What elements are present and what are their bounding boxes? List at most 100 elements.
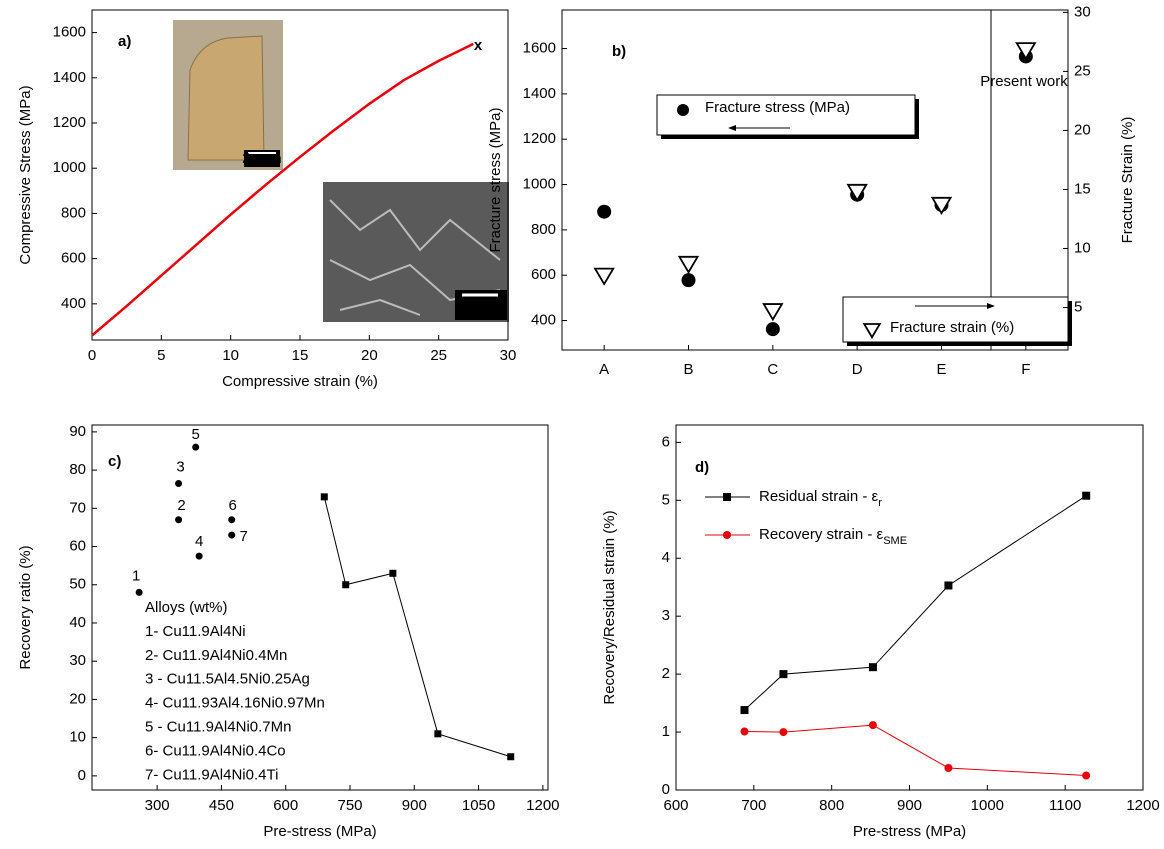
y-tick-label: 1 <box>662 723 670 740</box>
arrow-head <box>987 303 995 309</box>
y2-tick-label: 25 <box>1074 62 1091 79</box>
x-tick-label: F <box>1021 361 1030 378</box>
y-tick-label: 1200 <box>523 130 556 147</box>
y2-tick-label: 30 <box>1074 3 1091 20</box>
point <box>192 443 200 451</box>
y-tick-label: 90 <box>69 423 86 440</box>
x-tick-label: 30 <box>500 347 517 364</box>
y2-tick-label: 15 <box>1074 180 1091 197</box>
y-tick-label: 5 <box>662 491 670 508</box>
y-tick-label: 0 <box>662 781 670 798</box>
point <box>723 493 731 501</box>
legend-subscript: SME <box>883 535 907 547</box>
y-tick-label: 800 <box>531 221 556 238</box>
x-tick-label: 25 <box>430 347 447 364</box>
legend-item: 7- Cu11.9Al4Ni0.4Ti <box>145 766 278 783</box>
point <box>1082 771 1091 780</box>
y-tick-label: 60 <box>69 538 86 555</box>
x-tick-label: D <box>852 361 863 378</box>
point <box>681 273 696 288</box>
x-tick-label: 600 <box>273 797 298 814</box>
point <box>1082 491 1091 500</box>
legend-name: Recovery strain - ε <box>759 526 884 543</box>
point <box>389 569 397 577</box>
point <box>434 730 442 738</box>
legend-name: Residual strain - ε <box>759 488 879 505</box>
point <box>677 104 689 116</box>
legend-subscript: r <box>878 497 882 509</box>
y-tick-label: 50 <box>69 576 86 593</box>
arrow-head <box>728 125 736 131</box>
point <box>1015 42 1037 61</box>
point-label: 6 <box>229 497 237 514</box>
annotation: d) <box>695 459 709 476</box>
y-tick-label: 3 <box>662 607 670 624</box>
y-tick-label: 20 <box>69 690 86 707</box>
x-tick-label: 800 <box>819 797 844 814</box>
x-tick-label: 1200 <box>526 797 559 814</box>
legend-item: 2- Cu11.9Al4Ni0.4Mn <box>145 647 287 664</box>
y-tick-label: 30 <box>69 652 86 669</box>
legend-item: 5 - Cu11.9Al4Ni0.7Mn <box>145 718 291 735</box>
x-tick-label: A <box>599 361 609 378</box>
point <box>765 322 780 337</box>
point <box>175 479 183 487</box>
series-line <box>91 42 474 337</box>
scale-box <box>244 150 280 167</box>
point <box>762 303 784 322</box>
point <box>175 516 183 524</box>
point <box>868 721 877 730</box>
y-tick-label: 1400 <box>523 85 556 102</box>
annotation: 2 mm <box>242 150 281 167</box>
x-axis-title: Pre-stress (MPa) <box>263 823 376 840</box>
y-axis-title: Fracture stress (MPa) <box>487 107 504 252</box>
plot-frame <box>561 9 1069 351</box>
point <box>342 581 350 589</box>
y2-tick-label: 5 <box>1074 298 1082 315</box>
y-tick-label: 0 <box>78 767 86 784</box>
y-tick-label: 600 <box>61 250 86 267</box>
point <box>597 204 612 219</box>
y2-tick-label: 20 <box>1074 121 1091 138</box>
legend-item: 6- Cu11.9Al4Ni0.4Co <box>145 742 286 759</box>
x-tick-label: B <box>683 361 693 378</box>
y-tick-label: 1600 <box>53 24 86 41</box>
y-axis-title: Recovery ratio (%) <box>17 545 34 669</box>
y-tick-label: 600 <box>531 266 556 283</box>
y-tick-label: 80 <box>69 461 86 478</box>
x-tick-label: 15 <box>292 347 309 364</box>
annotation: 50 µm <box>460 300 503 317</box>
y-tick-label: 6 <box>662 433 670 450</box>
legend-item: 3 - Cu11.5Al4.5Ni0.25Ag <box>145 671 310 688</box>
x-tick-label: 5 <box>157 347 165 364</box>
y-tick-label: 400 <box>61 295 86 312</box>
point <box>593 267 615 286</box>
point <box>779 670 788 679</box>
legend-label: Recovery strain - εSME <box>759 526 907 547</box>
point-label: 1 <box>132 567 140 584</box>
y-tick-label: 1000 <box>523 176 556 193</box>
y-tick-label: 1600 <box>523 40 556 57</box>
plot-frame <box>91 424 549 791</box>
y-tick-label: 800 <box>61 204 86 221</box>
point <box>228 516 236 524</box>
x-tick-label: 1200 <box>1126 797 1159 814</box>
y-tick-label: 40 <box>69 614 86 631</box>
point <box>944 763 953 772</box>
point <box>740 727 749 736</box>
x-tick-label: 900 <box>897 797 922 814</box>
annotation: b) <box>612 43 626 60</box>
legend-label: Fracture strain (%) <box>890 319 1014 336</box>
point <box>779 728 788 737</box>
point-label: 4 <box>195 533 203 550</box>
x-tick-label: E <box>936 361 946 378</box>
legend-label: Residual strain - εr <box>759 488 882 509</box>
annotation: x <box>474 37 483 54</box>
point-label: 2 <box>177 497 185 514</box>
y-tick-label: 1000 <box>53 159 86 176</box>
sample-shape <box>187 35 265 161</box>
legend-item: 1- Cu11.9Al4Ni <box>145 623 246 640</box>
y-axis-title: Recovery/Residual strain (%) <box>601 510 618 704</box>
x-tick-label: 20 <box>361 347 378 364</box>
